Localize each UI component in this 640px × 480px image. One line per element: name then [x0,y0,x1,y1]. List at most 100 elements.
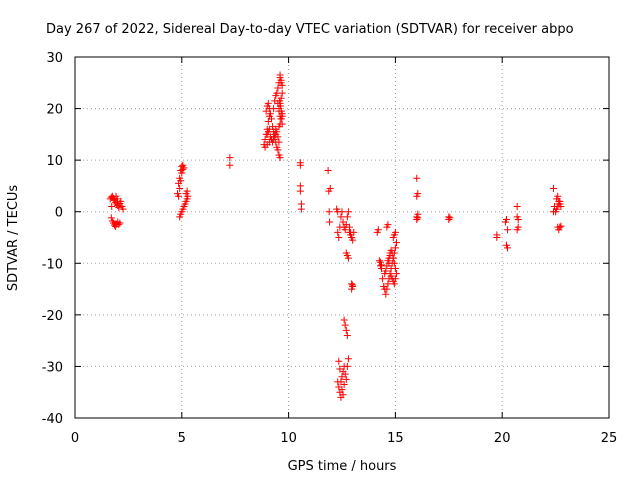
data-point [108,203,116,211]
data-point [175,192,183,200]
data-point [184,192,192,200]
y-tick-label: 0 [55,206,63,221]
data-point [341,226,349,234]
data-point [343,213,351,221]
data-point [384,280,392,288]
data-point [116,219,124,227]
data-point [226,154,234,162]
data-point [117,197,125,205]
data-point [382,290,390,298]
x-tick-labels: 0 5 10 15 20 25 [71,431,617,446]
data-point [391,275,399,283]
x-tick-label: 15 [387,431,404,446]
data-point [502,215,510,223]
data-point [384,221,392,229]
data-point [344,355,352,363]
data-point [391,244,399,252]
data-point [349,281,357,289]
data-point [504,244,512,252]
data-point [348,285,356,293]
data-point [177,177,185,185]
data-point [272,130,280,138]
x-tick-label: 0 [71,431,79,446]
data-point [392,270,400,278]
data-point [113,200,121,208]
data-point [276,97,284,105]
x-tick-label: 20 [494,431,511,446]
data-point [296,187,304,195]
data-point [392,239,400,247]
data-point [276,154,284,162]
data-point [390,259,398,267]
data-point [276,102,284,110]
data-point [338,208,346,216]
data-point [278,89,286,97]
data-point [413,215,421,223]
data-point [350,228,358,236]
data-point [344,208,352,216]
data-point [513,203,521,211]
data-point [556,197,564,205]
x-tick-label: 25 [601,431,618,446]
data-point [340,316,348,324]
grid-lines [75,57,609,418]
data-point [378,261,386,269]
y-axis-label: SDTVAR / TECUs [6,185,21,292]
data-point [276,71,284,79]
axis-ticks [74,56,610,419]
data-point [375,257,383,265]
data-point [265,125,273,133]
data-point [277,79,285,87]
data-point [341,321,349,329]
data-point [493,234,501,241]
data-point [261,136,269,144]
data-point [277,107,285,115]
data-point [340,380,348,388]
data-point [335,357,343,365]
data-point [386,249,394,257]
data-point [391,264,399,272]
y-tick-label: -40 [42,412,63,427]
data-point [276,120,284,128]
data-point [183,187,191,195]
data-point [391,228,399,236]
data-point [278,112,286,120]
y-tick-labels: -40 -30 -20 -10 0 10 20 30 [42,51,63,427]
x-axis-label: GPS time / hours [288,459,397,474]
data-point [379,275,387,283]
data-point [445,215,453,223]
data-point [326,218,334,226]
data-point [338,386,346,394]
data-point [414,190,422,198]
data-point [556,223,564,231]
data-point [382,267,390,275]
data-point [264,99,272,107]
data-point [119,205,127,213]
data-point [325,208,333,216]
data-points [106,71,565,401]
data-point [374,226,382,234]
data-point [342,326,350,334]
data-point [343,362,351,370]
data-point [113,195,121,203]
data-point [336,365,344,373]
data-point [179,165,187,173]
data-point [115,204,123,212]
data-point [341,370,349,378]
data-point [549,185,557,193]
data-point [178,169,186,177]
data-point [513,226,521,234]
data-point [385,254,393,262]
data-point [274,146,282,154]
data-point [296,161,304,169]
data-point [275,138,283,146]
data-point [335,234,343,241]
y-tick-label: 10 [46,154,63,169]
x-tick-label: 10 [280,431,297,446]
y-tick-label: 20 [46,103,63,118]
data-point [339,391,347,399]
y-tick-label: 30 [46,51,63,66]
data-point [115,221,123,229]
data-point [414,214,422,222]
data-point [326,185,334,193]
